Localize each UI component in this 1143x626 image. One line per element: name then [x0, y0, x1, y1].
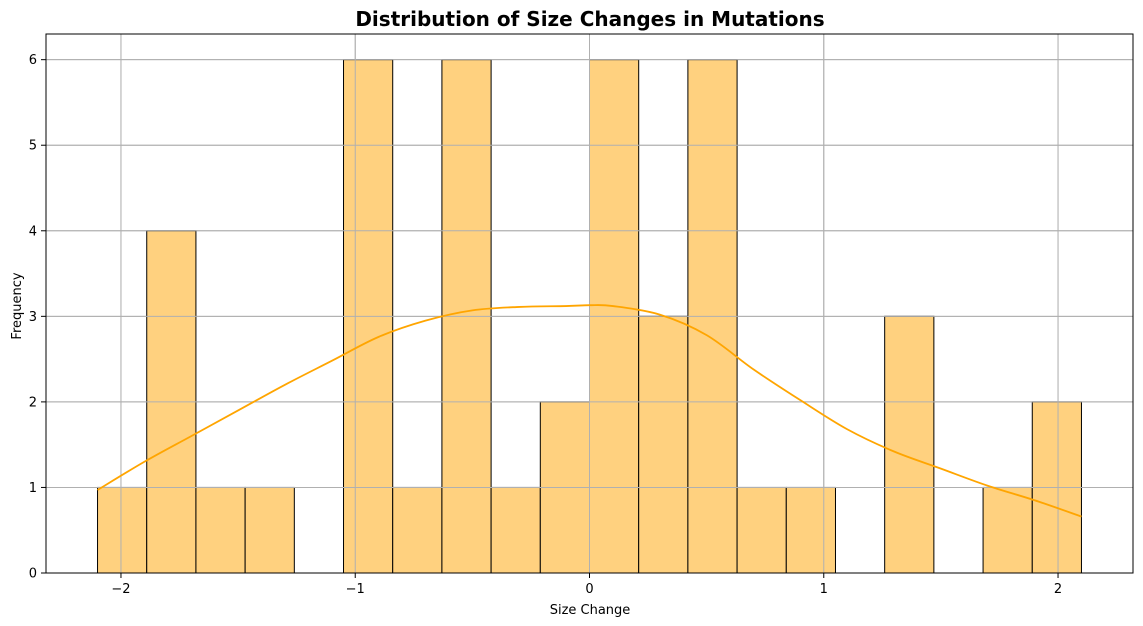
x-tick-label: −2: [111, 582, 130, 597]
ticks-layer: −2 −1 0 1 2 0 1 2 3 4 5 6: [29, 53, 1062, 597]
x-tick-label: −1: [346, 582, 365, 597]
x-tick-label: 0: [585, 582, 593, 597]
kde-layer: [97, 304, 1082, 518]
histogram-bar: [195, 486, 246, 574]
chart-title: Distribution of Size Changes in Mutation…: [355, 7, 824, 31]
y-tick-label: 4: [29, 224, 37, 239]
histogram-bar: [638, 315, 689, 574]
histogram-bar: [736, 486, 787, 574]
histogram-bar: [982, 486, 1033, 574]
kde-line: [97, 304, 1082, 518]
y-tick-label: 0: [29, 567, 37, 582]
y-tick-label: 1: [29, 481, 37, 496]
y-axis-title: Frequency: [10, 272, 25, 339]
histogram-bar: [244, 486, 295, 574]
histogram-bar: [490, 486, 541, 574]
x-axis-title: Size Change: [550, 603, 631, 618]
histogram-bar: [392, 486, 443, 574]
histogram-bar: [785, 486, 836, 574]
bars-layer: [46, 34, 1133, 574]
y-tick-label: 3: [29, 310, 37, 325]
y-tick-label: 2: [29, 395, 37, 410]
histogram-bar: [884, 315, 935, 574]
y-tick-label: 5: [29, 139, 37, 154]
histogram-bar: [97, 486, 148, 574]
x-tick-label: 1: [820, 582, 828, 597]
x-tick-label: 2: [1054, 582, 1062, 597]
y-tick-label: 6: [29, 53, 37, 68]
